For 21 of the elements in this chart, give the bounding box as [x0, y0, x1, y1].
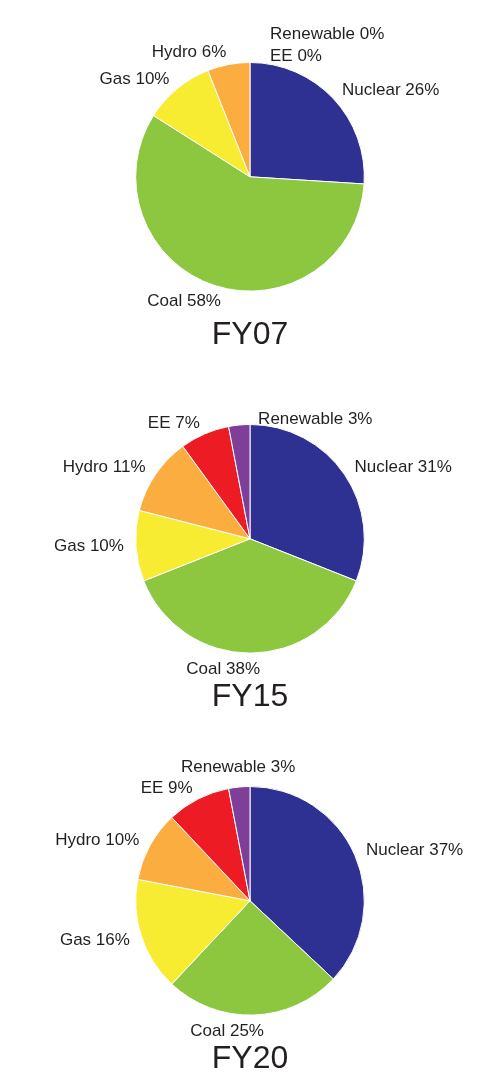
slice-label: Gas 10%	[54, 536, 124, 556]
slice-label: EE 9%	[140, 777, 193, 797]
category-label: Renewable 0%	[270, 24, 385, 44]
slice-label: Hydro 6%	[151, 42, 227, 62]
text: FY15	[211, 676, 289, 713]
category-label: EE 0%	[270, 46, 322, 66]
slice-label: Hydro 10%	[55, 829, 140, 849]
slice-label: Renewable 3%	[258, 408, 373, 428]
text: FY20	[211, 1038, 289, 1075]
slice-label: Gas 10%	[99, 69, 170, 89]
slice-label: Coal 58%	[147, 290, 221, 310]
slice-label: Coal 25%	[190, 1020, 264, 1040]
slice-label: Hydro 11%	[62, 457, 146, 477]
slice-label: Gas 16%	[59, 929, 130, 949]
slice-label: Nuclear 37%	[365, 840, 464, 860]
text: FY07	[211, 314, 289, 351]
slice-label: Nuclear 26%	[342, 80, 440, 100]
slice-label: Renewable 3%	[180, 756, 296, 776]
slice-label: Coal 38%	[186, 658, 260, 678]
slice-label: EE 7%	[147, 412, 200, 432]
slice-label: Nuclear 31%	[354, 457, 452, 477]
